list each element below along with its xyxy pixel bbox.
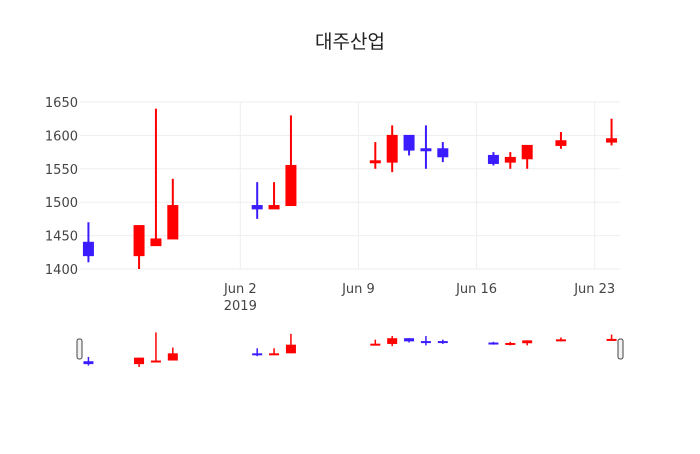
mini-candle [269,348,280,356]
candle-body [268,205,280,210]
candle-body [555,140,567,146]
x-tick-label: Jun 23 [573,282,615,297]
y-tick-label: 1650 [45,96,78,111]
mini-candle [167,347,178,361]
mini-candle [285,333,296,354]
mini-candle [387,336,398,347]
mini-candle-body [555,339,566,342]
candle[interactable] [285,115,297,207]
y-axis: 1400 1450 1500 1550 1600 1650 [45,96,78,278]
candle-body [82,241,94,257]
mini-candle [437,339,448,344]
mini-candle [370,339,381,346]
x-tick-label: Jun 16 [455,282,497,297]
mini-candle-body [488,342,499,345]
mini-candle-body [387,338,398,344]
range-slider[interactable] [76,332,624,367]
mini-candle-body [404,338,415,342]
chart-title: 대주산업 [315,31,385,53]
candle-body [369,160,381,164]
candle[interactable] [606,118,618,146]
mini-candle [522,340,533,346]
mini-candle-body [134,357,145,365]
mini-candle-body [420,341,431,344]
candle[interactable] [386,125,398,173]
candle-body [487,154,499,164]
range-slider-candles [83,332,617,367]
candle[interactable] [521,144,533,169]
x-tick-label: Jun 9 [341,282,375,297]
y-tick-label: 1400 [45,263,78,278]
x-tick-label: Jun 2 [223,282,257,297]
mini-candle [555,337,566,342]
candle[interactable] [437,142,449,163]
candle-body [521,144,533,160]
mini-candle-body [606,338,617,341]
candle-body [150,238,162,247]
candle-body [251,205,263,210]
mini-candle-body [285,344,296,354]
candle[interactable] [268,182,280,210]
mini-candle-body [269,353,280,356]
mini-candle [134,357,145,367]
candle-body [133,225,145,257]
mini-candle [488,341,499,345]
mini-candle-body [252,353,263,356]
range-slider-right-handle[interactable] [617,338,624,360]
candle-body [606,138,618,143]
y-tick-label: 1600 [45,129,78,144]
y-tick-label: 1500 [45,196,78,211]
candle[interactable] [504,152,516,169]
mini-candle-body [167,353,178,361]
x-tick-sublabel: 2019 [224,299,257,314]
candle[interactable] [167,178,179,240]
candle-body [285,164,297,207]
mini-candle [420,336,431,346]
mini-candle-body [150,360,161,363]
candle[interactable] [82,222,94,263]
candles [82,108,618,269]
mini-candle-body [437,341,448,344]
range-slider-left-handle[interactable] [76,338,83,360]
mini-candle-body [505,342,516,345]
mini-candle [252,348,263,357]
candle-body [420,148,432,152]
mini-candle [83,356,94,366]
candle-body [504,156,516,163]
mini-candle [150,332,161,363]
y-tick-label: 1550 [45,163,78,178]
y-tick-label: 1450 [45,230,78,245]
candle[interactable] [420,125,432,169]
candle[interactable] [133,225,145,269]
mini-candle [606,334,617,341]
candle-body [167,205,179,240]
mini-candle-body [370,343,381,346]
candle[interactable] [251,182,263,219]
candle[interactable] [369,142,381,169]
x-axis: Jun 2 2019 Jun 9 Jun 16 Jun 23 [223,282,615,314]
mini-candle-body [83,361,94,365]
candle-body [437,148,449,158]
candle-body [403,134,415,151]
mini-candle-body [522,340,533,344]
candle[interactable] [555,132,567,149]
candle-body [386,134,398,163]
mini-candle [404,338,415,343]
candle[interactable] [150,108,162,247]
mini-candle [505,341,516,346]
candle[interactable] [487,152,499,166]
candle[interactable] [403,134,415,156]
